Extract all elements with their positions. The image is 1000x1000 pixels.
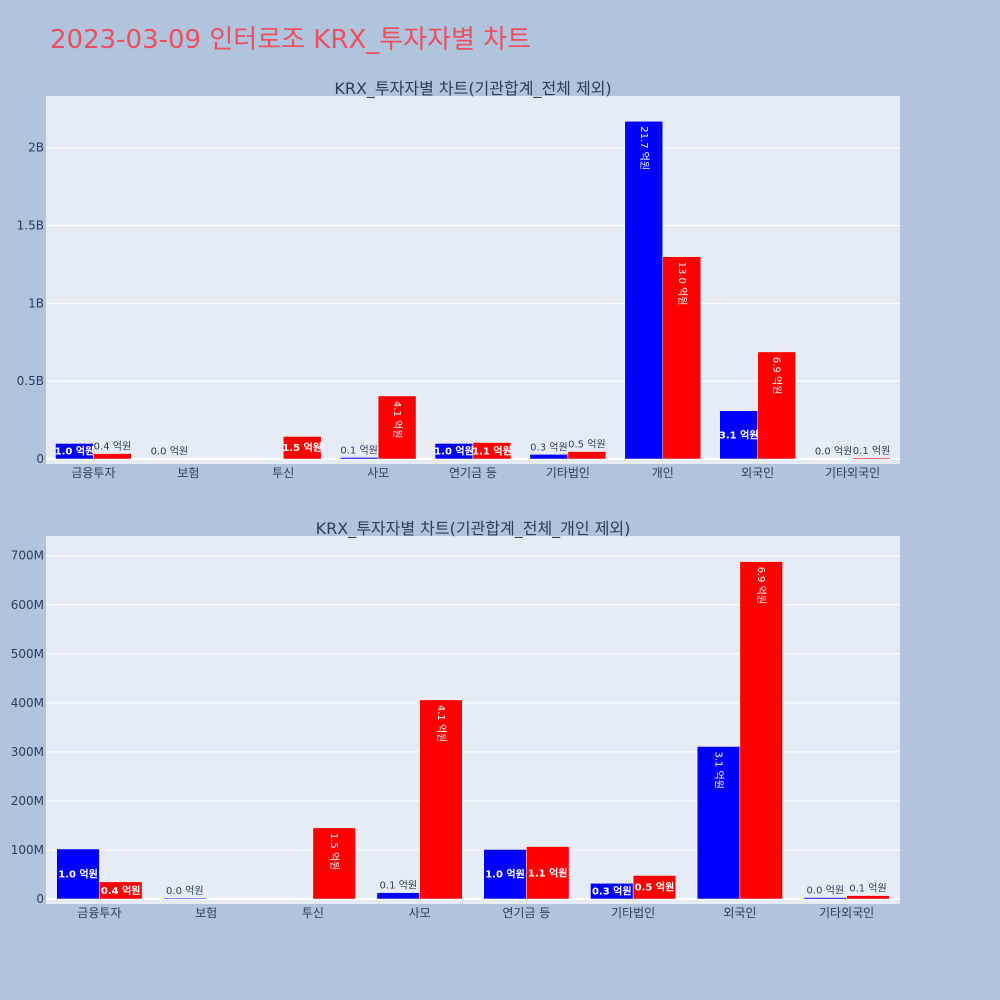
y-tick-label: 0 — [36, 452, 44, 466]
data-label: 0.4 억원 — [94, 441, 131, 453]
buy-bar — [150, 458, 189, 460]
data-label: 0.1 억원 — [380, 880, 417, 892]
data-label: 0.5 억원 — [568, 439, 605, 451]
buy-bar — [163, 897, 207, 900]
data-label: 1.0 억원 — [55, 445, 95, 458]
x-tick-label: 금융투자 — [71, 466, 115, 480]
buy-bar — [696, 746, 741, 900]
data-label: 0.5 억원 — [635, 881, 675, 894]
data-label: 0.0 억원 — [166, 885, 203, 897]
data-label: 0.0 억원 — [151, 446, 188, 458]
chart-title: KRX_투자자별 차트(기관합계_전체_개인 제외) — [316, 519, 631, 539]
data-label: 1.0 억원 — [434, 445, 474, 458]
chart-2: KRX_투자자별 차트(기관합계_전체_개인 제외) 0 100M 200M 300M 4… — [11, 519, 900, 920]
sell-bar — [472, 442, 512, 460]
x-tick-label: 외국인 — [723, 906, 756, 920]
data-label: 6.9 억원 — [771, 357, 783, 394]
data-label: 1.5 억원 — [328, 833, 340, 870]
y-tick-label: 500M — [11, 647, 44, 661]
buy-bar — [529, 454, 569, 460]
data-label: 0.1 억원 — [849, 883, 886, 895]
data-label: 0.0 억원 — [815, 446, 852, 458]
buy-bar — [55, 443, 94, 460]
y-tick-label: 0 — [36, 892, 44, 906]
x-tick-label: 보험 — [177, 466, 199, 480]
buy-bar — [803, 897, 847, 900]
buy-bar — [56, 848, 100, 900]
data-label: 0.3 억원 — [592, 885, 632, 898]
data-label: 13.0 억원 — [676, 262, 688, 306]
y-tick-label: 600M — [11, 598, 44, 612]
data-label: 0.3 억원 — [530, 441, 567, 453]
x-tick-label: 기타외국인 — [825, 466, 880, 480]
y-tick-label: 1B — [28, 296, 44, 310]
buy-bar — [339, 457, 379, 460]
sell-bar — [757, 351, 796, 460]
chart-title: KRX_투자자별 차트(기관합계_전체 제외) — [334, 79, 611, 99]
x-tick-label: 보험 — [195, 906, 217, 920]
x-tick-label: 외국인 — [741, 466, 774, 480]
x-tick-label: 기타외국인 — [819, 906, 874, 920]
x-tick-label: 기타법인 — [611, 906, 655, 920]
sell-bar — [662, 256, 701, 460]
buy-bar — [483, 849, 527, 900]
data-label: 4.1 억원 — [391, 401, 403, 438]
data-label: 3.1 억원 — [719, 428, 759, 441]
data-label: 0.0 억원 — [807, 885, 844, 897]
data-label: 4.1 억원 — [435, 705, 447, 742]
x-tick-label: 금융투자 — [77, 906, 121, 920]
x-tick-label: 연기금 등 — [449, 466, 497, 480]
page-title: 2023-03-09 인터로조 KRX_투자자별 차트 — [50, 25, 531, 55]
x-tick-label: 투신 — [302, 906, 324, 920]
data-label: 0.4 억원 — [101, 884, 141, 897]
data-label: 1.0 억원 — [58, 867, 98, 880]
data-label: 1.1 억원 — [472, 444, 512, 457]
sell-bar — [632, 875, 677, 900]
x-tick-label: 연기금 등 — [502, 906, 550, 920]
data-label: 21.7 억원 — [638, 126, 650, 170]
sell-bar — [312, 827, 356, 900]
buy-bar — [376, 892, 420, 900]
sell-bar — [377, 395, 417, 460]
sell-bar — [846, 895, 890, 900]
data-label: 1.5 억원 — [282, 441, 322, 454]
x-tick-label: 사모 — [409, 906, 431, 920]
x-tick-label: 사모 — [367, 466, 389, 480]
sell-bar — [526, 846, 570, 900]
sell-bar — [99, 881, 143, 900]
y-tick-label: 1.5B — [17, 219, 44, 233]
data-label: 0.1 억원 — [340, 444, 377, 456]
chart-1: KRX_투자자별 차트(기관합계_전체 제외) 0 0.5B 1B 1.5B 2B 금융투자… — [17, 79, 900, 480]
x-tick-label: 개인 — [652, 466, 674, 480]
data-label: 1.1 억원 — [528, 866, 568, 879]
y-tick-label: 400M — [11, 696, 44, 710]
data-label: 6.9 억원 — [755, 567, 767, 604]
y-tick-label: 200M — [11, 794, 44, 808]
y-tick-label: 100M — [11, 843, 44, 857]
sell-bar — [93, 453, 132, 460]
buy-bar — [624, 120, 664, 460]
data-label: 0.1 억원 — [853, 445, 890, 457]
sell-bar — [419, 699, 463, 900]
y-tick-label: 0.5B — [17, 374, 44, 388]
buy-bar — [719, 410, 758, 460]
x-tick-label: 기타법인 — [546, 466, 590, 480]
sell-bar — [567, 451, 607, 460]
sell-bar — [282, 436, 322, 460]
sell-bar — [739, 561, 783, 900]
data-label: 3.1 억원 — [713, 751, 725, 788]
y-tick-label: 700M — [11, 549, 44, 563]
y-tick-label: 2B — [28, 141, 44, 155]
y-tick-label: 300M — [11, 745, 44, 759]
sell-bar — [852, 457, 891, 460]
data-label: 1.0 억원 — [485, 868, 525, 881]
x-tick-label: 투신 — [272, 466, 294, 480]
buy-bar — [814, 458, 853, 460]
